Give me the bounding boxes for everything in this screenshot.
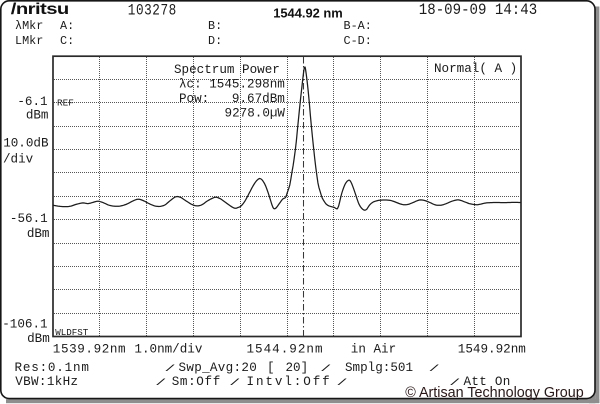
svg-text:VBW:1kHz: VBW:1kHz — [15, 375, 78, 389]
svg-text:B:: B: — [208, 19, 222, 33]
svg-text:/: / — [229, 378, 240, 388]
svg-text:/div: /div — [3, 152, 34, 166]
svg-text:/: / — [429, 364, 440, 374]
svg-text:9278.0µW: 9278.0µW — [225, 106, 286, 120]
svg-text:10.0dB: 10.0dB — [3, 137, 49, 151]
svg-text:18-09-09 14:43: 18-09-09 14:43 — [419, 3, 537, 20]
svg-text:LMkr: LMkr — [15, 34, 43, 48]
svg-text:/: / — [320, 364, 331, 374]
svg-text:Att On: Att On — [464, 375, 511, 389]
svg-text:Res:0.1nm: Res:0.1nm — [15, 361, 90, 375]
svg-text:dBm: dBm — [26, 109, 49, 123]
svg-text:C:: C: — [60, 34, 74, 48]
svg-text:-106.1: -106.1 — [2, 318, 47, 332]
svg-text:1.0nm/div: 1.0nm/div — [134, 343, 202, 357]
svg-text:λc: 1545.298nm: λc: 1545.298nm — [179, 78, 285, 92]
svg-text:Normal( A ): Normal( A ) — [434, 62, 517, 76]
svg-text:D:: D: — [208, 34, 222, 48]
svg-text:in Air: in Air — [351, 343, 396, 357]
svg-text:1549.92nm: 1549.92nm — [458, 343, 526, 357]
svg-text:/: / — [449, 378, 460, 388]
svg-text:A:: A: — [60, 19, 74, 33]
svg-text:/: / — [336, 378, 347, 388]
svg-text:1544.92nm: 1544.92nm — [247, 343, 324, 357]
svg-text:1544.92 nm: 1544.92 nm — [273, 5, 343, 20]
svg-text:-6.1: -6.1 — [17, 95, 47, 109]
svg-text:Spectrum Power: Spectrum Power — [174, 63, 280, 77]
svg-text:Intvl:Off: Intvl:Off — [247, 375, 332, 389]
svg-text:1539.92nm: 1539.92nm — [53, 343, 126, 357]
svg-text:Pow: 9.67dBm: Pow: 9.67dBm — [179, 92, 285, 106]
svg-text:λMkr: λMkr — [15, 19, 43, 33]
svg-text:Sm:Off: Sm:Off — [172, 375, 221, 389]
svg-text:WLDFST: WLDFST — [55, 327, 89, 338]
svg-text:REF: REF — [57, 98, 74, 109]
svg-text:dBm: dBm — [27, 227, 50, 241]
svg-text:-56.1: -56.1 — [10, 212, 48, 226]
svg-text:© Artisan Technology Group: © Artisan Technology Group — [405, 385, 584, 401]
svg-text:/: / — [164, 364, 175, 374]
svg-text:dBm: dBm — [27, 332, 50, 346]
svg-text:Smplg:501: Smplg:501 — [345, 361, 413, 375]
svg-text:/: / — [155, 378, 166, 388]
svg-text:Swp_Avg:20: Swp_Avg:20 — [179, 361, 258, 375]
svg-text:/nritsu: /nritsu — [11, 0, 69, 17]
svg-text:20]: 20] — [286, 361, 309, 375]
svg-text:C-D:: C-D: — [344, 34, 372, 48]
svg-text:103278: 103278 — [128, 2, 177, 20]
svg-text:[: [ — [267, 361, 275, 375]
svg-text:B-A:: B-A: — [344, 19, 372, 33]
